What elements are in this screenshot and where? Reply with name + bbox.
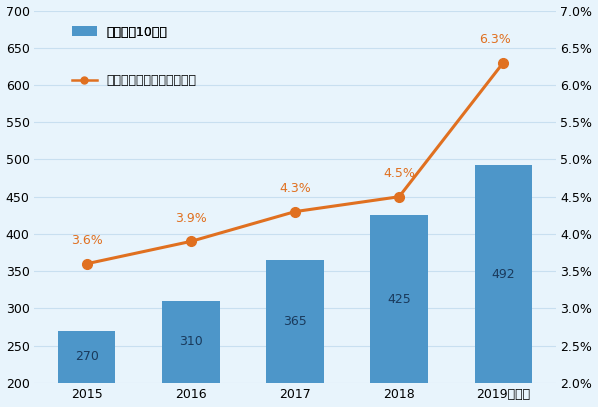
Text: 365: 365 xyxy=(283,315,307,328)
Bar xyxy=(475,166,532,407)
Text: 4.5%: 4.5% xyxy=(383,167,415,180)
Line: 小売売上高に占めるシェア: 小売売上高に占めるシェア xyxy=(82,58,508,269)
Text: 4.3%: 4.3% xyxy=(279,182,311,195)
Bar xyxy=(266,260,324,407)
Text: 425: 425 xyxy=(388,293,411,306)
Text: 3.6%: 3.6% xyxy=(71,234,103,247)
Text: 6.3%: 6.3% xyxy=(479,33,511,46)
小売売上高に占めるシェア xyxy=(83,261,90,266)
小売売上高に占めるシェア xyxy=(395,194,402,199)
Legend: 売上高（10億）: 売上高（10億） xyxy=(67,20,173,44)
小売売上高に占めるシェア xyxy=(187,239,194,244)
Bar xyxy=(58,331,115,407)
小売売上高に占めるシェア xyxy=(291,209,298,214)
Text: 270: 270 xyxy=(75,350,99,363)
小売売上高に占めるシェア xyxy=(500,60,507,65)
Legend: 小売売上高に占めるシェア: 小売売上高に占めるシェア xyxy=(67,69,202,92)
Bar xyxy=(162,301,219,407)
Text: 492: 492 xyxy=(492,268,515,281)
Text: 3.9%: 3.9% xyxy=(175,212,207,225)
Text: 310: 310 xyxy=(179,335,203,348)
Bar xyxy=(371,215,428,407)
